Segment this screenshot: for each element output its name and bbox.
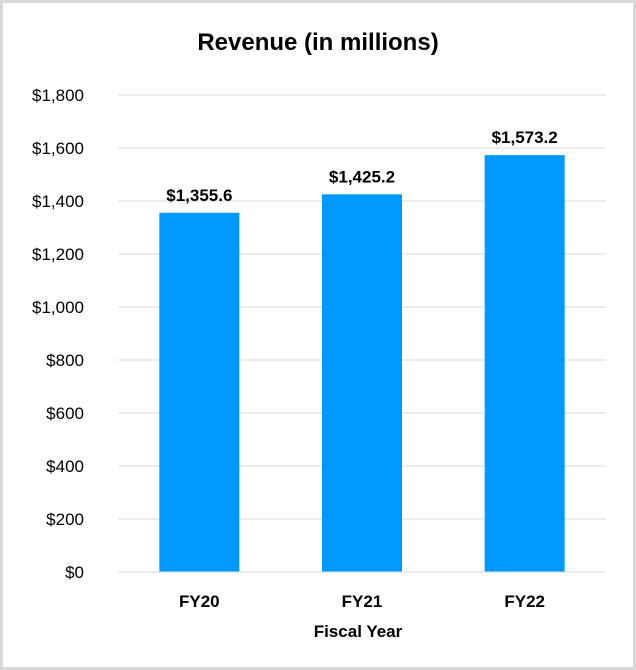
data-label-fy20: $1,355.6 xyxy=(166,186,232,205)
y-tick-label: $200 xyxy=(46,510,84,529)
y-tick-label: $0 xyxy=(65,563,84,582)
x-axis-title: Fiscal Year xyxy=(314,622,403,641)
x-tick-label-fy20: FY20 xyxy=(179,592,220,611)
data-label-fy21: $1,425.2 xyxy=(329,167,395,186)
data-label-fy22: $1,573.2 xyxy=(492,128,558,147)
chart-title: Revenue (in millions) xyxy=(197,29,438,56)
x-axis-ticks: FY20 FY21 FY22 xyxy=(179,592,545,611)
bars xyxy=(159,155,565,573)
x-tick-label-fy21: FY21 xyxy=(342,592,383,611)
y-tick-label: $400 xyxy=(46,457,84,476)
y-tick-label: $1,400 xyxy=(32,192,84,211)
bar-fy21 xyxy=(322,194,402,572)
x-tick-label-fy22: FY22 xyxy=(504,592,545,611)
bar-fy22 xyxy=(484,155,565,573)
y-tick-label: $1,800 xyxy=(32,86,84,105)
y-axis-ticks: $0 $200 $400 $600 $800 $1,000 $1,200 $1,400 $1,6… xyxy=(32,86,84,582)
bar-fy20 xyxy=(159,212,240,573)
y-tick-label: $1,200 xyxy=(32,245,84,264)
y-tick-label: $1,600 xyxy=(32,139,84,158)
y-tick-label: $1,000 xyxy=(32,298,84,317)
data-labels: $1,355.6 $1,425.2 $1,573.2 xyxy=(166,128,558,205)
y-tick-label: $600 xyxy=(46,404,84,423)
y-tick-label: $800 xyxy=(46,351,84,370)
